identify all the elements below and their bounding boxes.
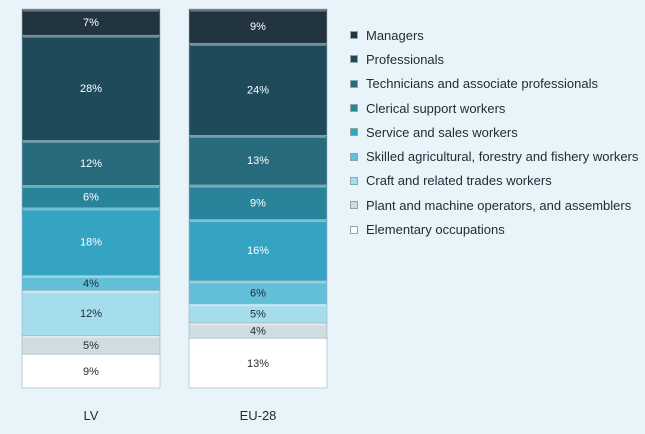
data-label: 6% (250, 287, 266, 299)
legend-label: Elementary occupations (366, 222, 505, 238)
data-label: 4% (250, 326, 266, 338)
data-label: 16% (247, 245, 269, 257)
legend-item: Elementary occupations (350, 217, 638, 241)
bar-bevel (23, 9, 159, 12)
legend-label: Skilled agricultural, forestry and fishe… (366, 149, 639, 165)
legend-item: Craft and related trades workers (350, 169, 638, 193)
legend-swatch-icon (350, 55, 358, 64)
legend-item: Service and sales workers (350, 120, 638, 144)
data-label: 9% (250, 197, 266, 209)
bar-segment (188, 43, 328, 136)
legend-swatch-icon (350, 79, 358, 88)
bar-bevel (190, 9, 326, 12)
legend-swatch-icon (350, 201, 358, 210)
data-label: 9% (83, 366, 99, 378)
data-label: 4% (83, 278, 99, 290)
legend-label: Technicians and associate professionals (366, 76, 598, 92)
bar-segment (21, 290, 161, 336)
data-label: 12% (80, 158, 102, 170)
data-label: 28% (80, 83, 102, 95)
bar-bevel (190, 281, 326, 284)
bar-segment (188, 135, 328, 186)
legend-label: Clerical support workers (366, 100, 506, 116)
legend-item: Managers (350, 23, 638, 47)
legend-label: Managers (366, 27, 424, 43)
bar-segment (21, 8, 161, 36)
data-label: 7% (83, 17, 99, 29)
bar-bevel (190, 304, 326, 307)
legend-swatch-icon (350, 128, 358, 137)
data-label: 5% (250, 308, 266, 320)
bar-bevel (190, 220, 326, 223)
bar-segment (21, 140, 161, 186)
legend-swatch-icon (350, 104, 358, 113)
bar-bevel (23, 275, 159, 278)
bar-segment (188, 337, 328, 389)
bar-bevel (23, 208, 159, 211)
bar-segment (21, 353, 161, 389)
legend-label: Professionals (366, 51, 445, 67)
data-label: 12% (80, 308, 102, 320)
bar-bevel (23, 354, 159, 357)
legend-item: Professionals (350, 47, 638, 71)
legend-label: Service and sales workers (366, 124, 518, 140)
legend-label: Craft and related trades workers (366, 173, 552, 189)
bar-bevel (23, 185, 159, 188)
bar-bevel (190, 43, 326, 46)
legend-item: Clerical support workers (350, 96, 638, 120)
bar-bevel (190, 185, 326, 188)
bar-segment (21, 34, 161, 141)
data-label: 18% (80, 237, 102, 249)
bar-segment (188, 8, 328, 44)
legend-swatch-icon (350, 152, 358, 161)
bar-bevel (190, 338, 326, 341)
bar-bevel (23, 140, 159, 143)
bar-bevel (190, 323, 326, 326)
legend-item: Plant and machine operators, and assembl… (350, 193, 638, 217)
bar-bevel (23, 290, 159, 293)
bar-segment (188, 184, 328, 220)
bar-segment (188, 219, 328, 282)
category-label: EU-28 (240, 408, 277, 423)
data-label: 13% (247, 155, 269, 167)
bar-segment (21, 207, 161, 276)
legend-swatch-icon (350, 225, 358, 234)
legend-item: Technicians and associate professionals (350, 72, 638, 96)
data-label: 5% (83, 340, 99, 352)
category-label: LV (84, 408, 99, 423)
legend-label: Plant and machine operators, and assembl… (366, 197, 632, 213)
data-label: 6% (83, 192, 99, 204)
legend-swatch-icon (350, 31, 358, 40)
legend: Managers Professionals Technicians and ass… (350, 23, 638, 242)
bar-bevel (23, 335, 159, 338)
data-label: 9% (250, 21, 266, 33)
data-label: 13% (247, 358, 269, 370)
legend-item: Skilled agricultural, forestry and fishe… (350, 144, 638, 168)
bar-bevel (190, 135, 326, 138)
bar-bevel (23, 35, 159, 38)
legend-swatch-icon (350, 176, 358, 185)
data-label: 24% (247, 84, 269, 96)
